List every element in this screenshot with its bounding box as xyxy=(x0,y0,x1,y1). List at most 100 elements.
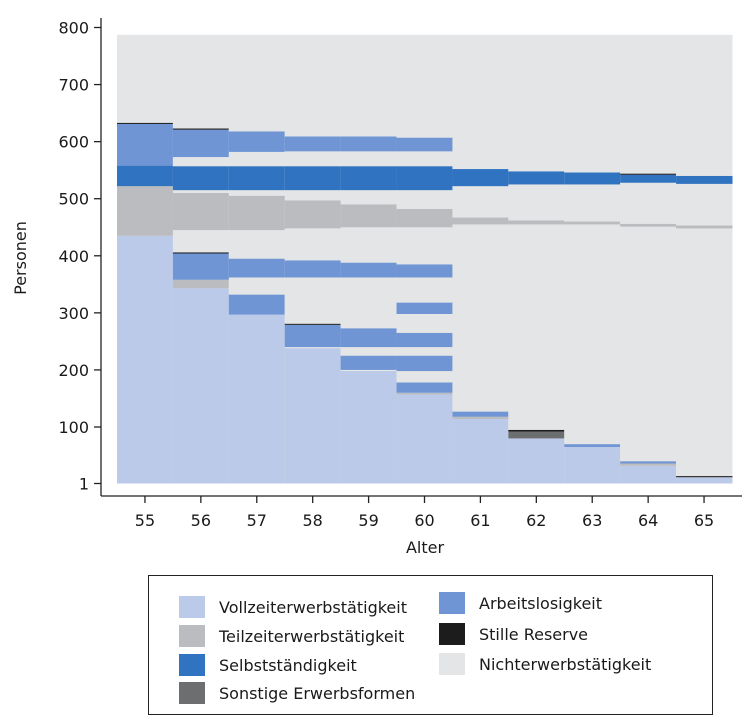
band-56-8 xyxy=(172,129,230,158)
band-62-6 xyxy=(508,171,565,185)
x-tick-label-57: 57 xyxy=(247,511,267,530)
band-60-4 xyxy=(396,355,453,372)
band-59-4 xyxy=(340,279,398,329)
y-axis-title: Personen xyxy=(11,221,30,295)
band-64-8 xyxy=(620,34,677,174)
band-57-5 xyxy=(228,195,286,231)
band-57-7 xyxy=(228,154,286,167)
band-63-3 xyxy=(564,221,621,225)
y-tick-label-200: 200 xyxy=(58,361,89,380)
band-62-5 xyxy=(508,184,565,221)
band-63-4 xyxy=(564,184,621,222)
legend-label-sonstige: Sonstige Erwerbsformen xyxy=(219,683,416,703)
band-64-1 xyxy=(620,463,677,466)
legend-swatch-selbststaendig xyxy=(179,654,205,676)
band-55-3 xyxy=(117,123,174,166)
band-60-11 xyxy=(396,232,453,265)
legend: Vollzeiterwerbstätigkeit Teilzeiterwerbs… xyxy=(148,575,713,715)
band-59-6 xyxy=(340,232,398,263)
legend-item-stille-reserve: Stille Reserve xyxy=(439,621,588,647)
band-63-0 xyxy=(564,446,621,484)
legend-item-selbststaendig: Selbstständigkeit xyxy=(179,652,357,678)
band-55-1 xyxy=(117,186,174,236)
band-62-1 xyxy=(508,431,565,439)
band-63-2 xyxy=(564,224,621,445)
y-tick-label-300: 300 xyxy=(58,304,89,323)
legend-item-teilzeit: Teilzeiterwerbstätigkeit xyxy=(179,623,404,649)
band-65-1 xyxy=(676,476,733,478)
band-64-5 xyxy=(620,182,677,224)
legend-label-selbststaendig: Selbstständigkeit xyxy=(219,655,357,675)
band-60-15 xyxy=(396,137,453,152)
band-62-2 xyxy=(508,429,565,432)
y-tick-label-700: 700 xyxy=(58,76,89,95)
legend-label-teilzeit: Teilzeiterwerbstätigkeit xyxy=(219,626,405,646)
band-56-1 xyxy=(172,279,230,289)
band-64-0 xyxy=(620,465,677,484)
band-64-2 xyxy=(620,461,677,464)
band-57-4 xyxy=(228,230,286,259)
band-56-9 xyxy=(172,128,230,130)
band-65-2 xyxy=(676,228,733,477)
band-60-1 xyxy=(396,392,453,395)
band-60-14 xyxy=(396,151,453,167)
x-tick-label-59: 59 xyxy=(358,511,378,530)
band-57-2 xyxy=(228,279,286,295)
band-55-2 xyxy=(117,165,174,187)
band-56-0 xyxy=(172,288,230,484)
band-56-3 xyxy=(172,252,230,254)
band-61-5 xyxy=(452,186,509,218)
band-56-5 xyxy=(172,193,230,231)
x-tick-label-58: 58 xyxy=(303,511,323,530)
band-65-3 xyxy=(676,225,733,229)
x-tick-label-55: 55 xyxy=(135,511,155,530)
x-tick-label-60: 60 xyxy=(414,511,434,530)
band-58-4 xyxy=(284,260,342,278)
axes: 1 100 200 300 400 500 600 700 800 55 56 57 58 59 60 61 6… xyxy=(58,18,742,530)
x-tick-label-56: 56 xyxy=(191,511,211,530)
plot-area xyxy=(117,34,733,484)
x-tick-label-62: 62 xyxy=(526,511,546,530)
x-tick-label-64: 64 xyxy=(638,511,658,530)
band-60-9 xyxy=(396,279,453,303)
band-65-6 xyxy=(676,34,733,176)
band-55-5 xyxy=(117,34,174,123)
band-64-3 xyxy=(620,226,677,462)
legend-swatch-nichterwerb xyxy=(439,653,465,675)
band-59-7 xyxy=(340,204,398,228)
band-57-1 xyxy=(228,294,286,315)
x-tick-label-65: 65 xyxy=(694,511,714,530)
band-58-0 xyxy=(284,348,342,484)
legend-item-sonstige: Sonstige Erwerbsformen xyxy=(179,680,415,706)
band-58-10 xyxy=(284,34,342,137)
band-61-4 xyxy=(452,217,509,225)
band-62-7 xyxy=(508,34,565,172)
y-tick-label-400: 400 xyxy=(58,247,89,266)
legend-label-nichterwerb: Nichterwerbstätigkeit xyxy=(479,654,652,674)
band-60-8 xyxy=(396,302,453,314)
band-58-2 xyxy=(284,323,342,325)
band-61-3 xyxy=(452,224,509,412)
band-57-9 xyxy=(228,34,286,132)
y-tick-label-1: 1 xyxy=(79,475,89,494)
band-60-6 xyxy=(396,332,453,348)
legend-item-arbeitslos: Arbeitslosigkeit xyxy=(439,590,602,616)
band-60-3 xyxy=(396,371,453,383)
band-58-8 xyxy=(284,151,342,167)
band-60-13 xyxy=(396,166,453,191)
legend-label-vollzeit: Vollzeiterwerbstätigkeit xyxy=(219,597,407,617)
band-60-10 xyxy=(396,264,453,278)
legend-swatch-arbeitslos xyxy=(439,592,465,614)
band-59-0 xyxy=(340,371,398,484)
band-60-12 xyxy=(396,208,453,228)
band-58-9 xyxy=(284,136,342,152)
band-61-0 xyxy=(452,419,509,484)
band-63-5 xyxy=(564,172,621,185)
legend-item-nichterwerb: Nichterwerbstätigkeit xyxy=(439,651,651,677)
band-58-1 xyxy=(284,324,342,348)
band-57-0 xyxy=(228,314,286,484)
band-58-3 xyxy=(284,279,342,324)
x-tick-label-63: 63 xyxy=(582,511,602,530)
band-56-4 xyxy=(172,230,230,253)
band-61-2 xyxy=(452,411,509,417)
